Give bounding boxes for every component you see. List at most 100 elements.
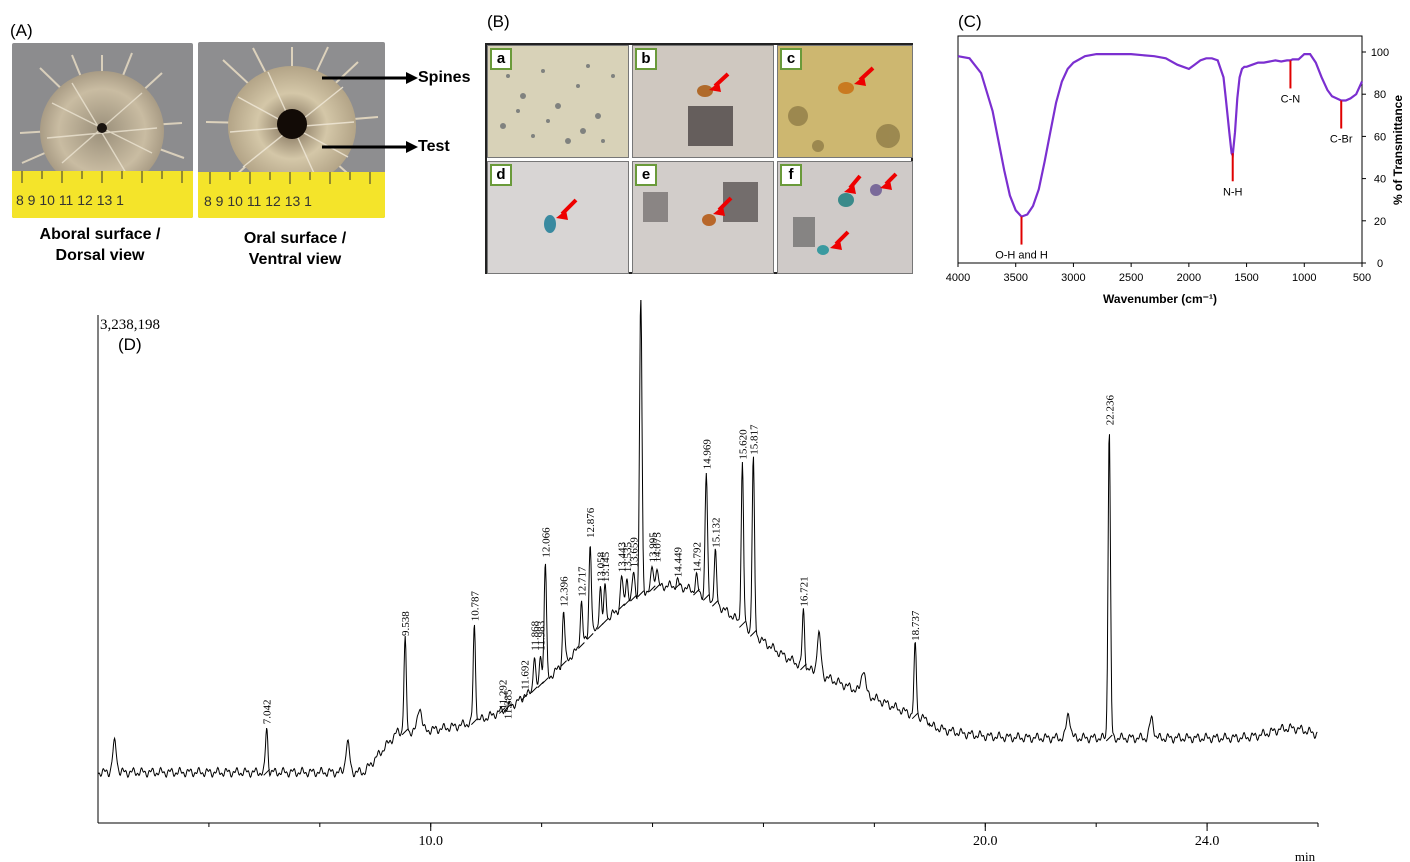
gc-x-unit: min [1295, 849, 1316, 862]
gc-peak-marker [739, 621, 746, 628]
ftir-chart: 4000 3500 3000 2500 2000 1500 1000 500 0 20 40 60 80… [946, 35, 1405, 306]
spines-label: Spines [418, 69, 471, 86]
gc-peak-label: 15.620 [737, 429, 749, 460]
panel-a-label: (A) [10, 21, 33, 40]
ftir-annotation-label: O-H and H [995, 250, 1048, 262]
gc-peak-marker [674, 582, 681, 590]
ftir-x-axis-label: Wavenumber (cm⁻¹) [1103, 292, 1217, 306]
panel-b-label: (B) [487, 12, 510, 31]
gc-peak-marker [648, 585, 656, 593]
gc-peak-label: 13.145 [600, 551, 612, 582]
ftir-y-tick-label: 60 [1374, 131, 1386, 143]
gc-peak-label: 14.792 [691, 542, 703, 572]
gc-peak-label: 14.449 [672, 546, 684, 577]
gc-peak-label: 13.058 [595, 551, 607, 582]
gc-peak-marker [711, 599, 719, 607]
gc-peak-label: 18.737 [910, 610, 922, 641]
aboral-caption-line2: Dorsal view [55, 247, 145, 264]
gc-peak-marker [541, 677, 549, 685]
gc-peak-marker [702, 594, 710, 601]
gc-peak-marker [521, 693, 528, 701]
gc-peak-label: 11.292 [497, 680, 509, 710]
oral-caption-line2: Ventral view [248, 251, 342, 268]
micrograph-c: c [777, 45, 913, 158]
micrograph-b-tag: b [635, 48, 657, 70]
gc-peak-label: 7.042 [262, 699, 274, 724]
gc-peak-label: 16.721 [798, 576, 810, 606]
gc-peak-marker [800, 663, 807, 671]
gc-peak-marker [618, 603, 626, 611]
gc-peak-label: 9.538 [400, 611, 412, 636]
gc-peak-label: 11.385 [503, 689, 515, 719]
urchin-oral-photo: 8 9 10 11 12 13 1 [198, 42, 385, 218]
gc-peak-marker [578, 642, 585, 649]
ftir-plot-frame [957, 35, 1363, 264]
ruler-right-text: 8 9 10 11 12 13 1 [204, 193, 312, 209]
gc-peak-label: 22.236 [1104, 395, 1116, 426]
ftir-x-tick-label: 2000 [1177, 272, 1201, 284]
gc-peak-label: 11.692 [520, 660, 532, 690]
gc-peak-label: 10.787 [469, 591, 481, 622]
ftir-annotation-label: C-Br [1330, 134, 1353, 146]
gc-peak-label: 12.396 [559, 576, 571, 607]
panel-a-pointer-arrows [322, 72, 418, 153]
gc-ymax-label: 3,238,198 [100, 317, 160, 333]
gc-peak-label: 14.075 [652, 532, 664, 563]
gc-peak-marker [504, 704, 511, 712]
gc-peak-marker [623, 599, 631, 607]
oral-caption: Oral surface / Ventral view [215, 228, 375, 270]
gc-peak-label: 11.868 [529, 620, 541, 650]
urchin-oral-image: 8 9 10 11 12 13 1 [198, 46, 385, 218]
gc-peak-marker [471, 718, 478, 725]
gc-peak-label: 11.983 [536, 620, 548, 650]
ftir-x-tick-label: 1000 [1292, 272, 1316, 284]
gc-peak-label: 15.132 [710, 518, 722, 548]
ftir-y-tick-label: 0 [1377, 258, 1383, 270]
gc-peak-marker [653, 584, 661, 591]
gc-peak-marker [586, 633, 594, 640]
ftir-y-tick-label: 20 [1374, 216, 1386, 228]
ftir-x-tick-label: 500 [1353, 272, 1371, 284]
ftir-transmittance-line [957, 53, 1364, 218]
gc-peak-marker [401, 728, 409, 736]
gc-peak-marker [499, 707, 506, 714]
urchin-aboral-image: 8 9 10 11 12 13 1 [12, 52, 193, 218]
micrograph-d: d [487, 161, 629, 274]
ftir-y-tick-label: 80 [1374, 89, 1386, 101]
gc-peak-marker [1105, 734, 1113, 742]
gc-peak-marker [560, 660, 567, 667]
gc-peak-label: 13.535 [622, 542, 634, 573]
panel-d-label: (D) [118, 335, 142, 354]
gc-peak-label: 15.817 [748, 424, 760, 455]
gc-peak-label: 13.659 [629, 537, 641, 568]
test-label: Test [418, 138, 450, 155]
gc-x-tick-label: 24.0 [1195, 834, 1220, 849]
gc-peak-label: 14.969 [701, 439, 713, 470]
micrograph-f: f [777, 161, 913, 274]
aboral-caption: Aboral surface / Dorsal view [20, 224, 180, 266]
panel-c-label: (C) [958, 12, 982, 31]
micrograph-e: e [632, 161, 774, 274]
ftir-x-tick-label: 3500 [1003, 272, 1027, 284]
micrograph-e-tag: e [635, 164, 657, 186]
gc-peak-label: 12.876 [585, 507, 597, 538]
urchin-aboral-photo: 8 9 10 11 12 13 1 [12, 43, 193, 218]
gc-x-tick-label: 20.0 [973, 834, 998, 849]
ftir-x-tick-label: 2500 [1119, 272, 1143, 284]
gc-peak-label: 13.443 [617, 542, 629, 573]
micrograph-a-tag: a [490, 48, 512, 70]
gc-peak-label: 13.995 [647, 532, 659, 563]
gc-peak-marker [693, 588, 700, 596]
gc-peak-marker [601, 618, 609, 625]
gc-peak-label: 12.717 [576, 566, 588, 597]
gc-peak-marker [530, 686, 538, 694]
ftir-x-tick-label: 1500 [1234, 272, 1258, 284]
gc-x-tick-label: 10.0 [418, 834, 443, 849]
gc-peak-marker [749, 630, 757, 637]
aboral-caption-line1: Aboral surface / [39, 226, 161, 243]
ruler-left-text: 8 9 10 11 12 13 1 [16, 192, 124, 208]
micrograph-d-tag: d [490, 164, 512, 186]
gc-peak-marker [263, 768, 271, 776]
ftir-annotation-label: C-N [1281, 93, 1301, 105]
gc-peak-marker [637, 590, 645, 598]
